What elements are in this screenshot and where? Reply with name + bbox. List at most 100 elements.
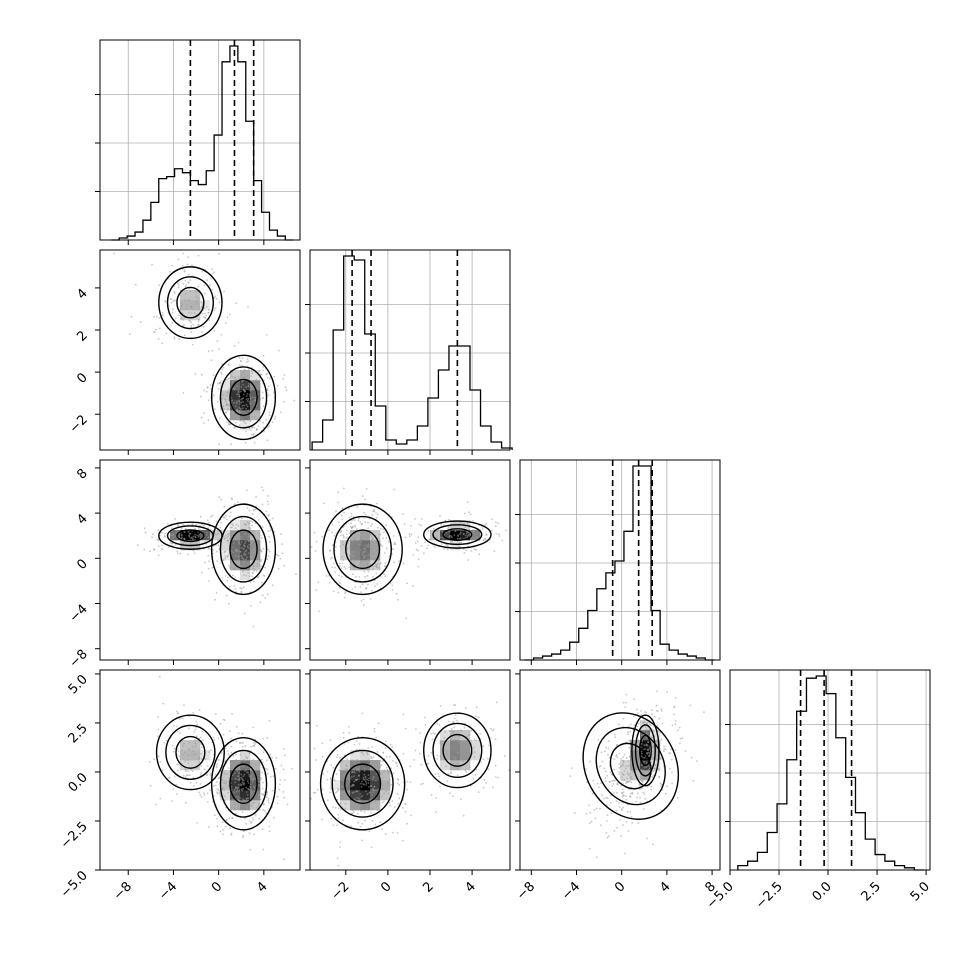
- sample-point: [253, 441, 256, 444]
- sample-point: [444, 731, 446, 734]
- sample-point: [437, 773, 440, 775]
- sample-point: [342, 559, 345, 561]
- sample-point: [345, 536, 348, 539]
- sample-point: [236, 385, 238, 388]
- sample-point: [247, 538, 249, 541]
- sample-point: [378, 566, 381, 569]
- density-cell: [240, 770, 251, 781]
- scatter-panel-0-2: [99, 459, 301, 661]
- sample-point: [233, 568, 236, 570]
- sample-point: [645, 728, 648, 731]
- sample-point: [350, 515, 353, 518]
- sample-point: [248, 547, 251, 550]
- sample-point: [226, 540, 229, 542]
- sample-point: [346, 548, 349, 550]
- sample-point: [501, 539, 504, 542]
- sample-point: [230, 497, 233, 500]
- sample-point: [245, 430, 248, 433]
- sample-point: [469, 766, 471, 769]
- sample-point: [207, 309, 210, 311]
- sample-point: [248, 400, 251, 403]
- sample-point: [464, 707, 467, 710]
- sample-point: [368, 553, 371, 555]
- sample-point: [341, 541, 344, 544]
- sample-point: [240, 374, 242, 377]
- sample-point: [159, 797, 162, 800]
- sample-point: [637, 756, 640, 759]
- sample-point: [360, 561, 362, 564]
- sample-point: [190, 312, 193, 314]
- sample-point: [129, 333, 131, 335]
- sample-point: [227, 377, 230, 380]
- sample-point: [223, 408, 226, 410]
- density-cell: [370, 560, 381, 571]
- sample-point: [622, 794, 625, 797]
- sample-point: [214, 773, 217, 776]
- sample-point: [254, 508, 257, 510]
- sample-point: [321, 818, 323, 821]
- sample-point: [200, 416, 203, 419]
- sample-point: [353, 537, 355, 539]
- sample-point: [159, 760, 162, 763]
- sample-point: [658, 717, 661, 720]
- sample-point: [244, 745, 247, 748]
- sample-point: [185, 774, 188, 777]
- sample-point: [211, 514, 214, 517]
- sample-point: [227, 391, 230, 393]
- sample-point: [280, 533, 282, 535]
- sample-point: [252, 541, 255, 543]
- sample-point: [362, 547, 365, 549]
- sample-point: [229, 423, 231, 426]
- sample-point: [482, 758, 485, 761]
- sample-point: [245, 361, 248, 363]
- sample-point: [440, 543, 443, 545]
- sample-point: [260, 559, 262, 561]
- sample-point: [348, 726, 350, 728]
- sample-point: [239, 760, 242, 763]
- sample-point: [625, 757, 628, 760]
- sample-point: [180, 527, 183, 530]
- sample-point: [182, 523, 185, 526]
- sample-point: [383, 531, 385, 533]
- sample-point: [344, 802, 347, 805]
- sample-point: [215, 533, 218, 536]
- sample-point: [242, 836, 244, 839]
- density-cell: [360, 560, 371, 571]
- sample-point: [374, 545, 377, 548]
- sample-point: [222, 829, 224, 831]
- sample-point: [360, 600, 363, 602]
- sample-point: [263, 810, 266, 812]
- sample-point: [257, 425, 260, 427]
- sample-point: [262, 421, 264, 424]
- panel-frame: [519, 459, 721, 661]
- sample-point: [480, 761, 482, 764]
- sample-point: [233, 807, 236, 809]
- sample-point: [220, 562, 222, 564]
- sample-point: [233, 426, 236, 429]
- contour-line: [165, 724, 216, 780]
- sample-point: [228, 564, 231, 567]
- sample-point: [346, 529, 348, 532]
- sample-point: [408, 535, 411, 538]
- y-tick-label: −2: [67, 412, 91, 436]
- sample-point: [381, 545, 383, 547]
- sample-point: [336, 798, 339, 801]
- sample-point: [182, 774, 185, 777]
- sample-point: [605, 746, 607, 749]
- sample-point: [247, 409, 250, 412]
- sample-point: [230, 550, 233, 552]
- sample-point: [450, 771, 452, 773]
- contour-line: [631, 714, 660, 787]
- sample-point: [251, 433, 253, 436]
- sample-point: [674, 723, 677, 725]
- sample-point: [169, 534, 172, 537]
- sample-point: [359, 540, 362, 543]
- sample-point: [349, 780, 351, 783]
- sample-point: [240, 590, 243, 593]
- sample-point: [447, 545, 449, 548]
- sample-point: [213, 739, 216, 741]
- sample-point: [622, 791, 625, 794]
- sample-point: [262, 426, 265, 429]
- sample-point: [241, 565, 244, 568]
- sample-point: [252, 741, 255, 744]
